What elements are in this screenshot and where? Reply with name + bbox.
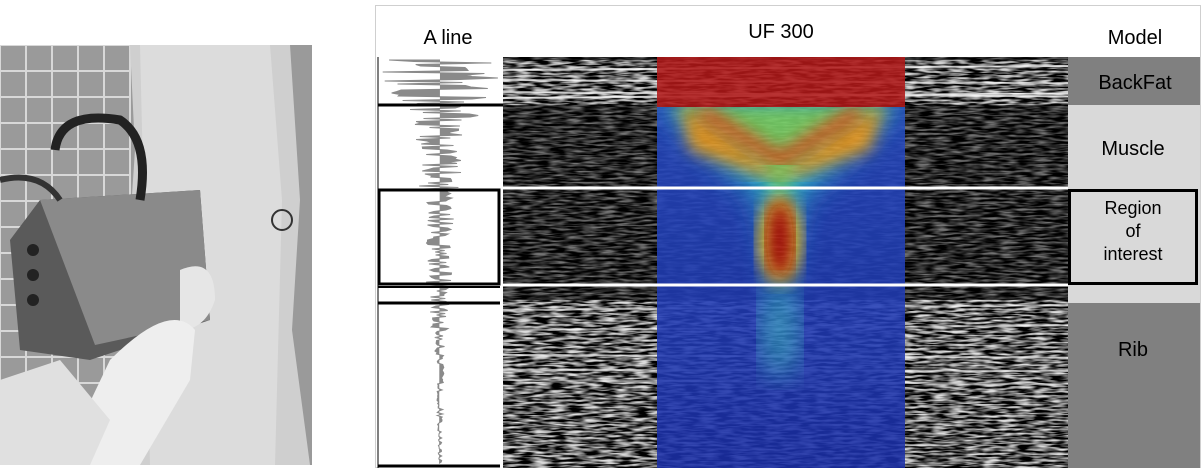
a-line: [377, 57, 503, 468]
model-title: Model: [1108, 27, 1162, 49]
image-title: UF 300: [748, 21, 814, 43]
label-line: Region: [1104, 198, 1161, 218]
layer-label: Region of interest: [1103, 198, 1162, 264]
photo: [0, 45, 312, 465]
heatmap: [657, 57, 905, 468]
ultrasound-image: [502, 57, 1069, 468]
label-line: interest: [1103, 244, 1162, 264]
layer-label: BackFat: [1098, 72, 1172, 94]
model-column: BackFat Muscle Region of interest Rib: [1068, 57, 1200, 468]
layer-label: Muscle: [1101, 138, 1164, 160]
aline-title: A line: [424, 27, 473, 49]
layer-label: Rib: [1118, 339, 1148, 361]
label-line: of: [1125, 221, 1141, 241]
